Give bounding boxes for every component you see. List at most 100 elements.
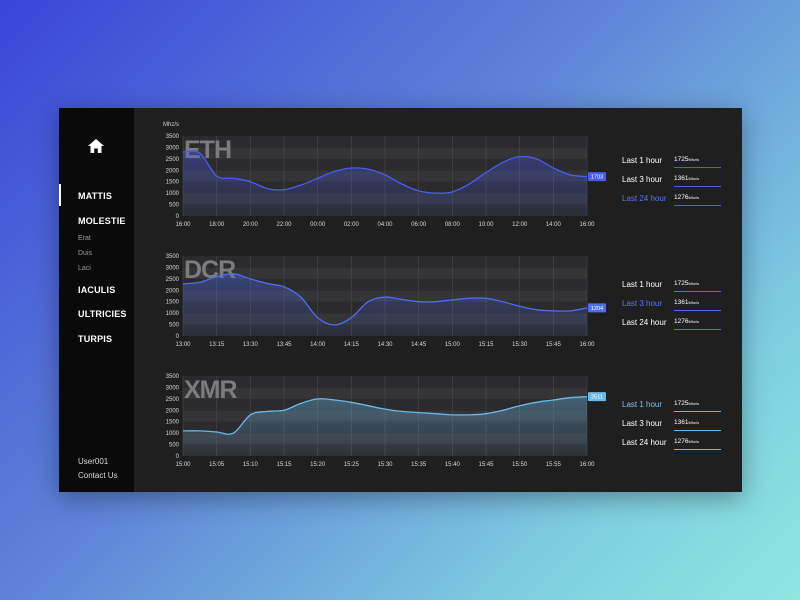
y-tick-label: 0: [176, 454, 180, 460]
x-tick-label: 15:15: [478, 342, 494, 348]
x-tick-label: 16:00: [579, 462, 595, 468]
sidebar-subitem-erat[interactable]: Erat: [78, 235, 91, 242]
y-tick-label: 1500: [166, 420, 180, 426]
x-tick-label: 10:00: [478, 222, 494, 228]
current-value-text-xmr: 2511: [591, 395, 603, 401]
y-tick-label: 3000: [166, 145, 180, 151]
stat-label: Last 1 hour: [622, 156, 663, 165]
x-tick-label: 14:45: [411, 342, 427, 348]
stat-underline: [674, 449, 721, 450]
x-tick-label: 06:00: [411, 222, 427, 228]
contact-us-link[interactable]: Contact Us: [78, 471, 118, 480]
x-tick-label: 00:00: [310, 222, 326, 228]
sidebar-item-turpis[interactable]: TURPIS: [78, 334, 113, 344]
y-tick-label: 3000: [166, 265, 180, 271]
x-tick-label: 15:20: [310, 462, 326, 468]
current-value-badge-eth: [588, 172, 606, 182]
dashboard-window: MATTIS MOLESTIE Erat Duis Laci IACULIS U…: [59, 108, 742, 492]
stat-underline: [674, 411, 721, 412]
x-tick-label: 04:00: [377, 222, 393, 228]
stat-unit: Mhz/s: [688, 157, 700, 162]
sidebar-item-iaculis[interactable]: IACULIS: [78, 285, 116, 295]
y-tick-label: 1500: [166, 180, 180, 186]
stat-row-dcr-0[interactable]: Last 1 hour 1725Mhz/s: [622, 280, 732, 292]
stat-label: Last 3 hour: [622, 175, 663, 184]
current-value-text-dcr: 1204: [591, 306, 603, 312]
x-tick-label: 15:15: [276, 462, 292, 468]
stat-row-dcr-2[interactable]: Last 24 hour 1276Mhz/s: [622, 318, 732, 330]
stat-value: 1361Mhz/s: [674, 299, 700, 306]
user-name: User001: [78, 457, 109, 466]
y-tick-label: 1000: [166, 191, 180, 197]
stat-row-xmr-0[interactable]: Last 1 hour 1725Mhz/s: [622, 400, 732, 412]
sidebar-item-ultricies[interactable]: ULTRICIES: [78, 309, 127, 319]
x-tick-label: 15:05: [209, 462, 225, 468]
x-tick-label: 13:45: [276, 342, 292, 348]
stat-underline: [674, 205, 721, 206]
stat-label: Last 1 hour: [622, 400, 663, 409]
x-tick-label: 15:45: [546, 342, 562, 348]
stat-row-dcr-1[interactable]: Last 3 hour 1361Mhz/s: [622, 299, 732, 311]
y-tick-label: 3500: [166, 134, 180, 140]
y-tick-label: 2500: [166, 157, 180, 163]
y-tick-label: 3500: [166, 374, 180, 380]
stat-unit: Mhz/s: [688, 319, 700, 324]
y-tick-label: 2000: [166, 168, 180, 174]
x-tick-label: 20:00: [243, 222, 259, 228]
stat-row-xmr-2[interactable]: Last 24 hour 1276Mhz/s: [622, 438, 732, 450]
x-tick-label: 15:45: [478, 462, 494, 468]
y-tick-label: 500: [169, 203, 180, 209]
stat-underline: [674, 310, 721, 311]
line-dcr: [182, 273, 588, 326]
stat-unit: Mhz/s: [688, 420, 700, 425]
x-tick-label: 13:30: [243, 342, 259, 348]
stat-underline: [674, 167, 721, 168]
y-tick-label: 0: [176, 214, 180, 220]
stat-row-eth-1[interactable]: Last 3 hour 1361Mhz/s: [622, 175, 732, 187]
home-icon[interactable]: [88, 139, 104, 153]
chart-xmr: XMR 0 500 1000 1500 2000 2500 3000 3500 15:00 15:0…: [166, 374, 606, 468]
stat-unit: Mhz/s: [688, 195, 700, 200]
stat-row-eth-2[interactable]: Last 24 hour 1276Mhz/s: [622, 194, 732, 206]
stat-unit: Mhz/s: [688, 300, 700, 305]
current-value-text-eth: 1703: [591, 175, 603, 181]
sidebar-item-mattis[interactable]: MATTIS: [78, 191, 113, 201]
chart-title-xmr: XMR: [184, 376, 238, 404]
y-tick-label: 500: [169, 323, 180, 329]
x-tick-label: 13:00: [175, 342, 191, 348]
y-tick-label: 0: [176, 334, 180, 340]
stat-value: 1276Mhz/s: [674, 194, 700, 201]
area-eth: [183, 151, 587, 216]
stat-value: 1725Mhz/s: [674, 400, 700, 407]
active-nav-indicator: [59, 184, 61, 206]
x-tick-label: 14:30: [377, 342, 393, 348]
x-tick-label: 15:00: [445, 342, 461, 348]
sidebar-subitem-laci[interactable]: Laci: [78, 265, 91, 272]
x-tick-label: 14:15: [344, 342, 360, 348]
sidebar-subitem-duis[interactable]: Duis: [78, 250, 93, 257]
stat-row-eth-0[interactable]: Last 1 hour 1725Mhz/s: [622, 156, 732, 168]
y-tick-label: 2500: [166, 277, 180, 283]
x-tick-label: 13:15: [209, 342, 225, 348]
stat-value: 1361Mhz/s: [674, 419, 700, 426]
y-axis-unit-label: Mhz/s: [163, 122, 180, 128]
area-dcr: [183, 273, 587, 336]
y-tick-label: 2000: [166, 288, 180, 294]
stat-label: Last 3 hour: [622, 419, 663, 428]
stat-underline: [674, 430, 721, 431]
x-tick-label: 14:00: [310, 342, 326, 348]
y-tick-label: 1000: [166, 311, 180, 317]
line-xmr: [182, 395, 588, 435]
stat-underline: [674, 186, 721, 187]
stat-row-xmr-1[interactable]: Last 3 hour 1361Mhz/s: [622, 419, 732, 431]
stat-unit: Mhz/s: [688, 439, 700, 444]
stat-label: Last 24 hour: [622, 318, 667, 327]
y-tick-label: 1000: [166, 431, 180, 437]
sidebar-item-molestie[interactable]: MOLESTIE: [78, 216, 126, 226]
line-eth: [182, 150, 588, 194]
stat-value: 1276Mhz/s: [674, 318, 700, 325]
stat-unit: Mhz/s: [688, 281, 700, 286]
sidebar: MATTIS MOLESTIE Erat Duis Laci IACULIS U…: [59, 108, 134, 492]
